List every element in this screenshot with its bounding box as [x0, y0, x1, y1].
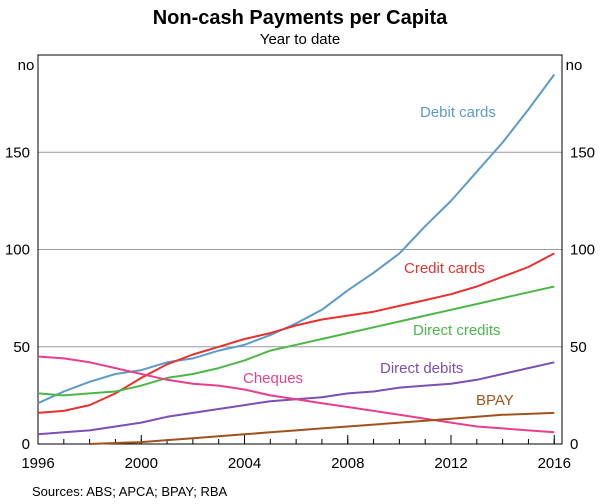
- y-tick-right-0: 0: [570, 436, 578, 453]
- y-tick-right-50: 50: [570, 339, 587, 356]
- label-direct-credits: Direct credits: [413, 322, 501, 339]
- x-tick-label-2012: 2012: [434, 455, 467, 472]
- gridlines: [38, 151, 562, 348]
- y-unit-left: no: [18, 57, 35, 74]
- plot-frame: [37, 54, 563, 445]
- chart-title: Non-cash Payments per Capita: [153, 7, 448, 29]
- y-tick-left-100: 100: [5, 242, 30, 259]
- source-note: Sources: ABS; APCA; BPAY; RBA: [32, 484, 228, 499]
- x-axis-ticks: 1996 2000 2004 2008 2012 2016: [21, 435, 571, 472]
- x-tick-label-2004: 2004: [228, 455, 261, 472]
- label-credit-cards: Credit cards: [404, 260, 485, 277]
- y-tick-right-100: 100: [570, 242, 595, 259]
- chart-subtitle: Year to date: [260, 31, 340, 48]
- label-cheques: Cheques: [243, 370, 303, 387]
- label-direct-debits: Direct debits: [380, 360, 463, 377]
- y-axis-left-ticks: 0 50 100 150: [5, 144, 30, 453]
- x-tick-label-2008: 2008: [331, 455, 364, 472]
- label-debit-cards: Debit cards: [420, 104, 496, 121]
- y-tick-left-150: 150: [5, 144, 30, 161]
- series-line-bpay: [89, 411, 555, 445]
- x-tick-label-1996: 1996: [21, 455, 54, 472]
- y-tick-left-50: 50: [13, 339, 30, 356]
- series-line-credit-cards: [37, 252, 555, 414]
- y-axis-right-ticks: 0 50 100 150: [570, 144, 595, 453]
- x-tick-label-2000: 2000: [125, 455, 158, 472]
- series-line-debit-cards: [37, 73, 556, 405]
- label-bpay: BPAY: [476, 392, 514, 409]
- y-unit-right: no: [566, 57, 583, 74]
- x-tick-label-2016: 2016: [538, 455, 571, 472]
- series-lines: [37, 73, 556, 445]
- series-line-cheques: [37, 355, 555, 434]
- series-line-direct-credits: [37, 285, 555, 397]
- y-tick-left-0: 0: [22, 436, 30, 453]
- y-tick-right-150: 150: [570, 144, 595, 161]
